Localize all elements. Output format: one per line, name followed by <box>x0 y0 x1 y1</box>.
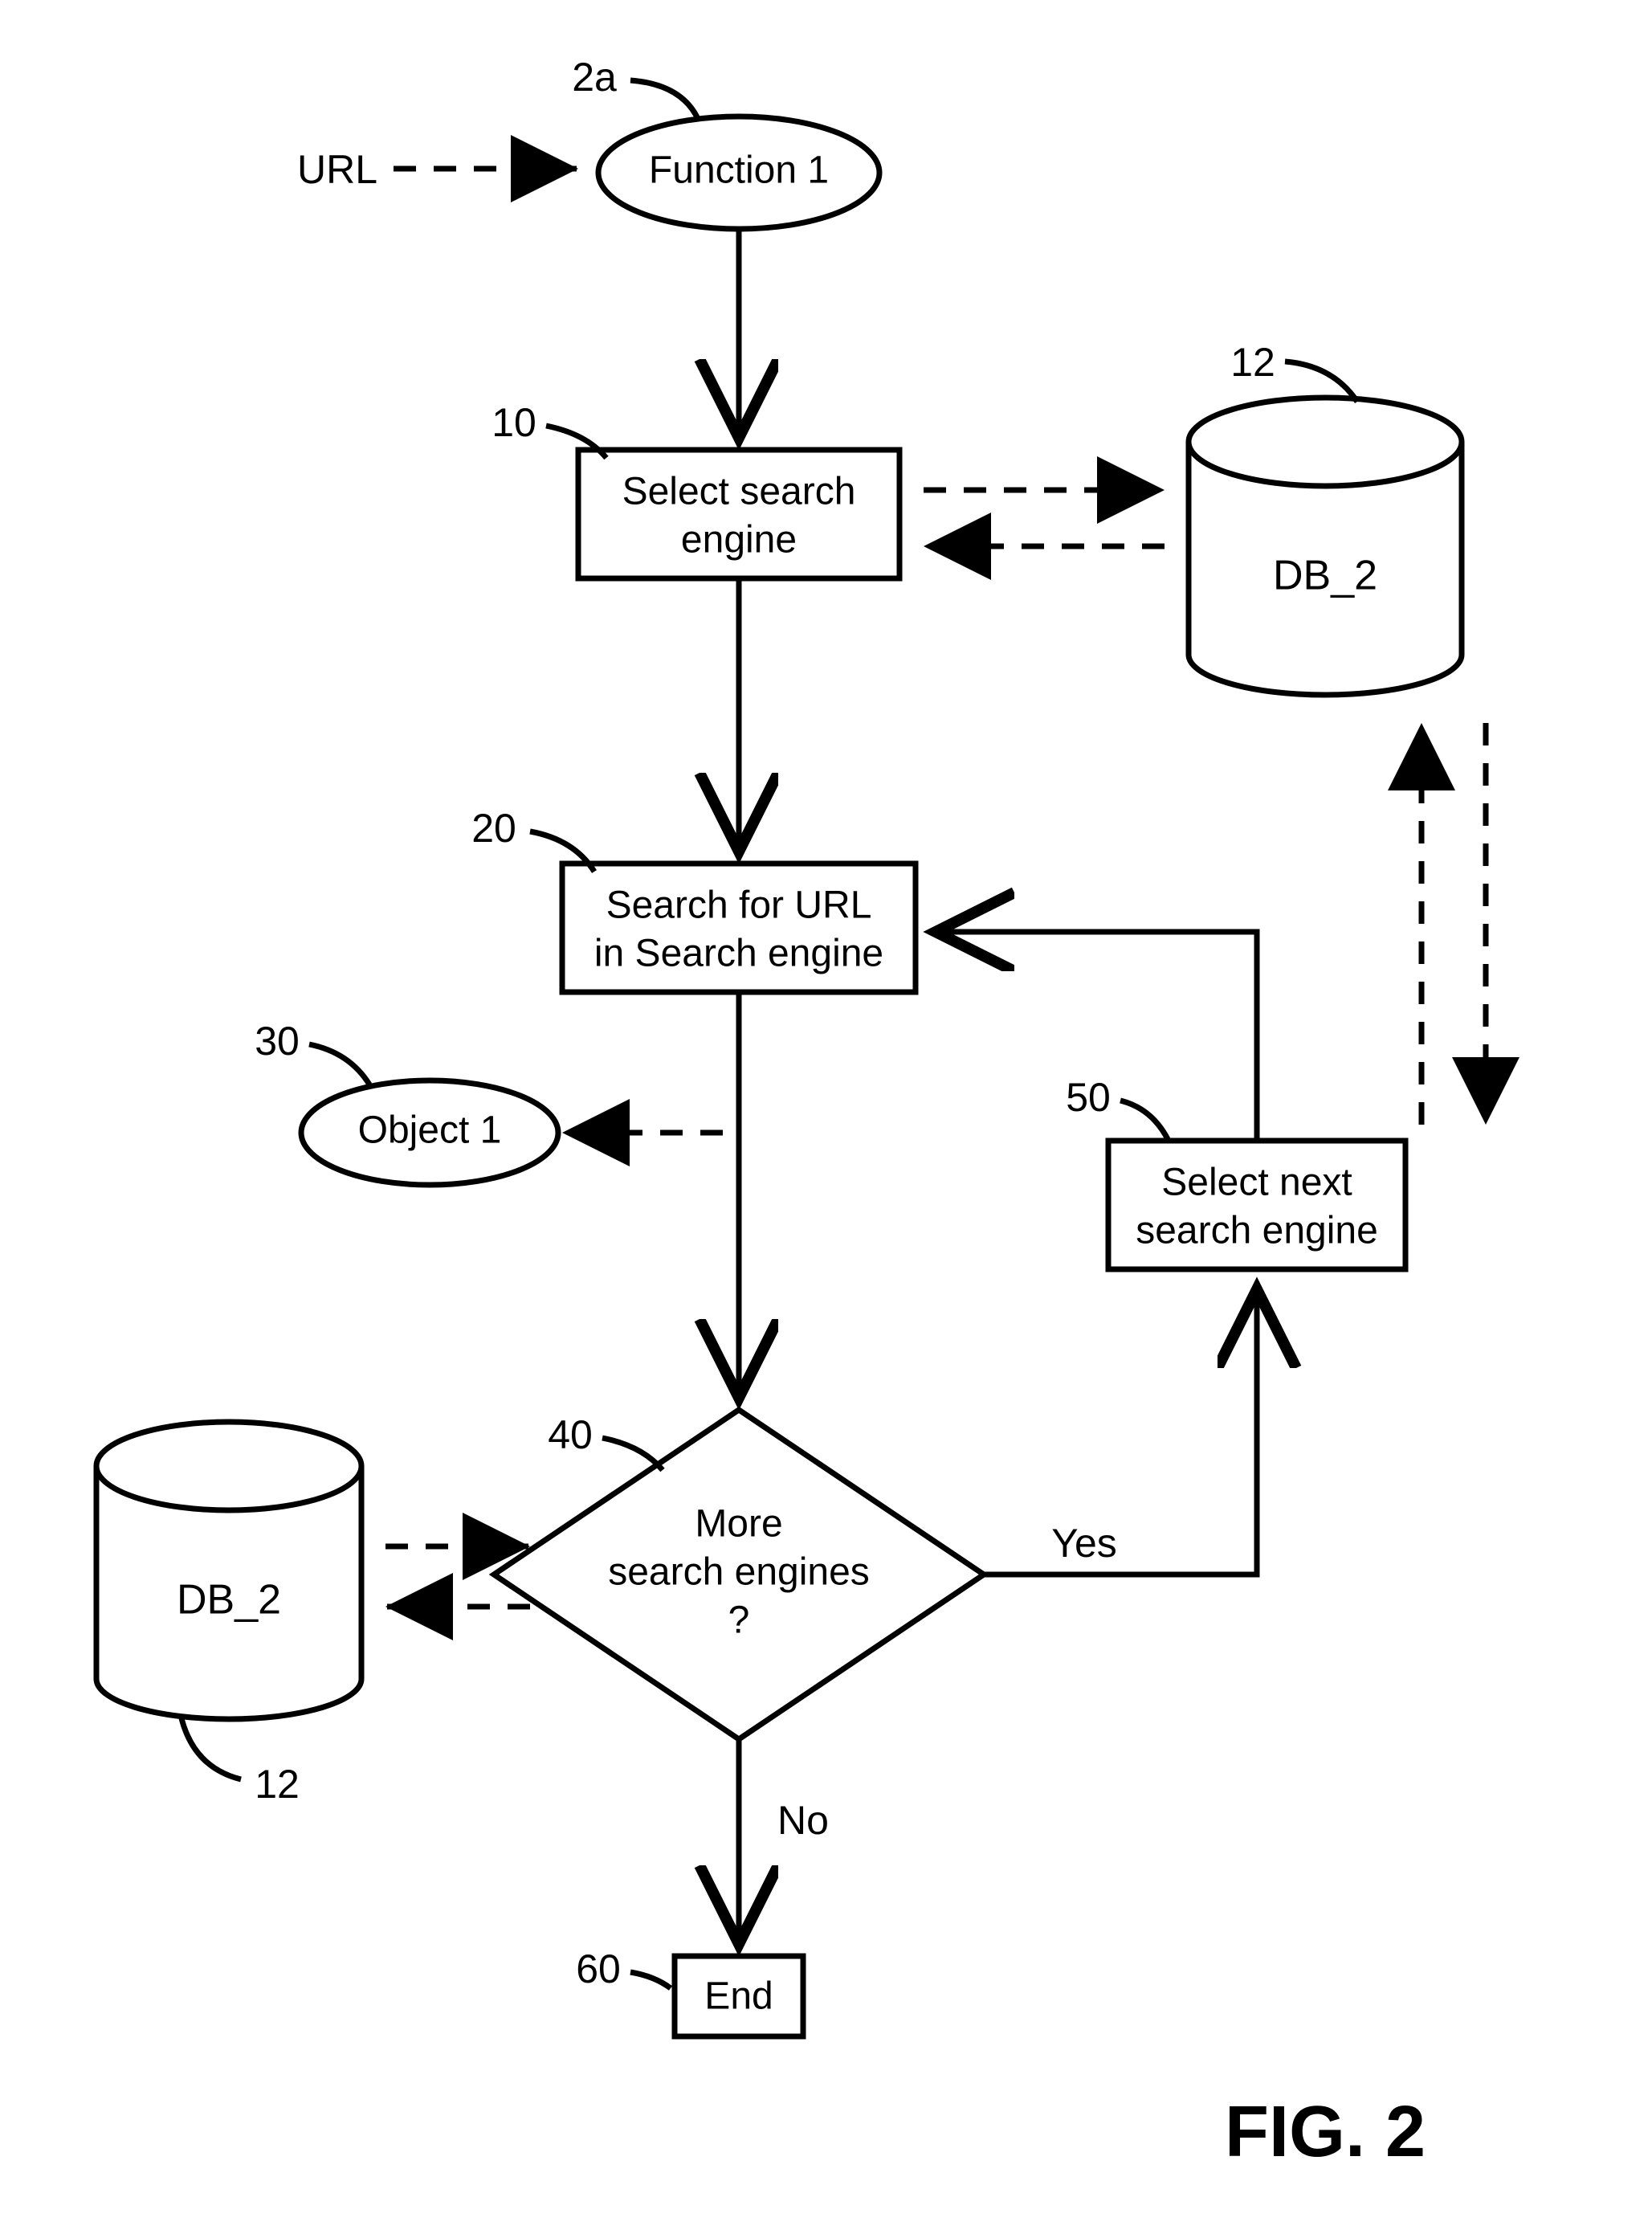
ref-20: 20 <box>471 806 516 851</box>
node-search-url-label1: Search for URL <box>606 884 872 927</box>
node-select-next: Select next search engine <box>1108 1141 1405 1269</box>
url-label: URL <box>297 147 377 192</box>
node-decision-label2: search engines <box>608 1551 870 1594</box>
node-search-url: Search for URL in Search engine <box>562 864 916 992</box>
figure-label: FIG. 2 <box>1225 2092 1426 2172</box>
edge-decision-yes <box>984 1289 1257 1575</box>
node-select-next-label1: Select next <box>1161 1162 1352 1204</box>
node-db2-upper-label: DB_2 <box>1273 553 1377 599</box>
ref-40: 40 <box>548 1412 593 1457</box>
leadline-12-lower <box>181 1715 241 1779</box>
node-object-1: Object 1 <box>301 1080 558 1185</box>
node-select-next-label2: search engine <box>1136 1210 1378 1252</box>
node-function-1: Function 1 <box>598 116 879 229</box>
node-decision-label3: ? <box>728 1599 750 1642</box>
leadline-2a <box>630 80 699 120</box>
node-end-label: End <box>704 1975 773 2018</box>
node-function-1-label: Function 1 <box>649 149 829 192</box>
node-db2-upper: DB_2 <box>1189 398 1462 695</box>
ref-12-upper: 12 <box>1230 340 1275 385</box>
node-select-engine-label1: Select search <box>622 471 856 513</box>
node-object-1-label: Object 1 <box>358 1109 502 1152</box>
node-select-engine: Select search engine <box>578 450 899 578</box>
node-db2-lower: DB_2 <box>96 1422 361 1719</box>
node-decision-label1: More <box>695 1503 782 1546</box>
node-search-url-label2: in Search engine <box>594 933 883 975</box>
ref-60: 60 <box>576 1946 621 1991</box>
node-db2-lower-label: DB_2 <box>177 1577 281 1624</box>
leadline-60 <box>630 1972 671 1988</box>
flowchart: Function 1 2a URL Select search engine 1… <box>0 0 1652 2226</box>
node-decision: More search engines ? <box>494 1410 984 1739</box>
leadline-30 <box>309 1044 369 1084</box>
node-end: End <box>675 1956 803 2036</box>
node-select-engine-label2: engine <box>681 519 797 562</box>
leadline-50 <box>1120 1101 1169 1141</box>
ref-10: 10 <box>492 400 536 445</box>
edge-label-no: No <box>777 1798 829 1843</box>
ref-30: 30 <box>255 1019 300 1064</box>
ref-2a: 2a <box>572 55 617 100</box>
ref-12-lower: 12 <box>255 1762 300 1807</box>
ref-50: 50 <box>1066 1075 1111 1120</box>
edge-label-yes: Yes <box>1051 1521 1117 1566</box>
